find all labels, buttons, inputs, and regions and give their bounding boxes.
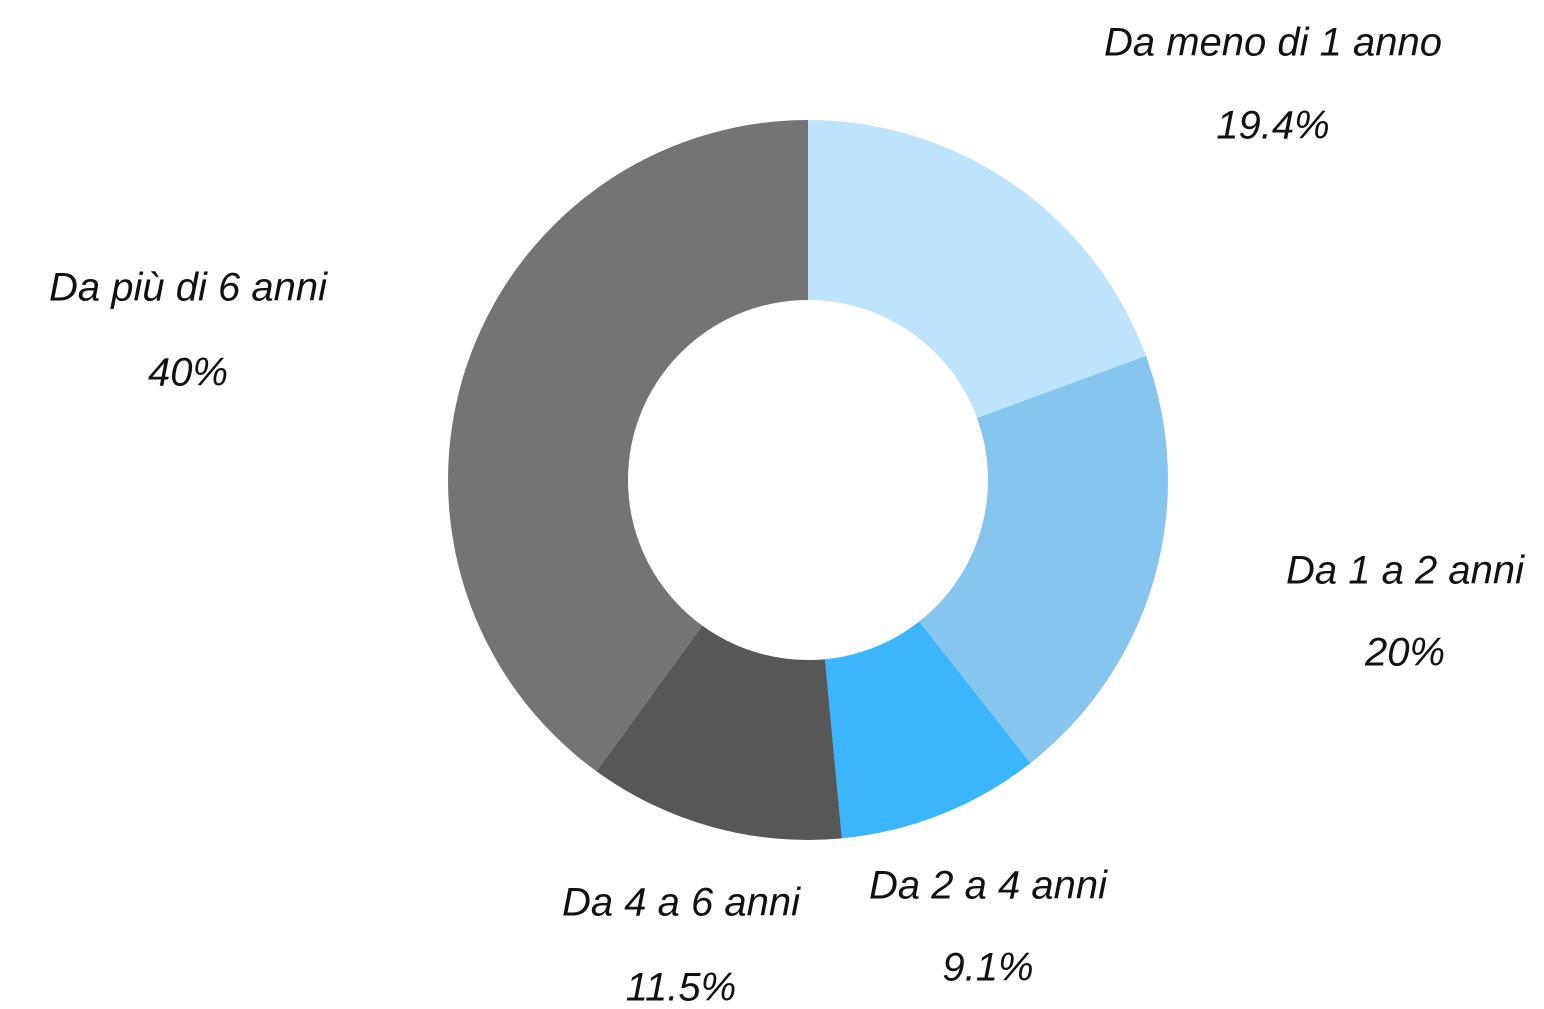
slice-label: Da meno di 1 anno <box>1104 21 1442 65</box>
slice-label: Da 4 a 6 anni <box>562 881 801 925</box>
donut-slice <box>919 355 1168 764</box>
slice-value-label: 20% <box>1364 631 1445 675</box>
slice-label: Da 1 a 2 anni <box>1286 549 1525 593</box>
slice-value-label: 40% <box>148 351 228 395</box>
slice-label: Da 2 a 4 anni <box>869 864 1108 908</box>
donut-slice <box>448 120 808 772</box>
slice-label: Da più di 6 anni <box>49 266 328 310</box>
slice-value-label: 9.1% <box>942 946 1033 990</box>
donut-slice <box>824 621 1031 839</box>
donut-slice <box>808 120 1146 418</box>
slice-value-label: 19.4% <box>1216 104 1329 148</box>
slice-value-label: 11.5% <box>626 966 736 1009</box>
donut-slice <box>596 625 842 840</box>
